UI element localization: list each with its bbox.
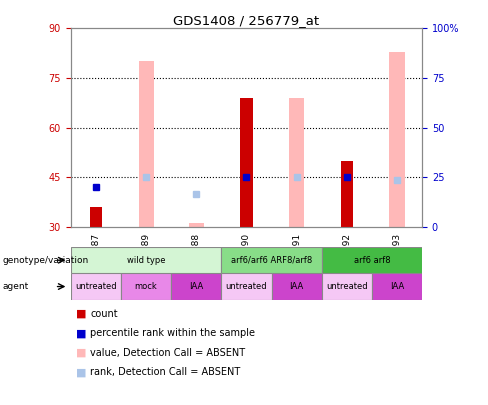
Bar <box>240 98 253 227</box>
Text: percentile rank within the sample: percentile rank within the sample <box>90 328 255 338</box>
Text: ■: ■ <box>76 328 86 338</box>
Bar <box>372 273 422 300</box>
Text: ■: ■ <box>76 309 86 319</box>
Text: value, Detection Call = ABSENT: value, Detection Call = ABSENT <box>90 348 245 358</box>
Bar <box>222 247 322 273</box>
Text: IAA: IAA <box>390 282 404 291</box>
Bar <box>289 98 304 227</box>
Text: untreated: untreated <box>225 282 267 291</box>
Text: untreated: untreated <box>326 282 367 291</box>
Bar <box>139 62 154 227</box>
Text: mock: mock <box>135 282 158 291</box>
Title: GDS1408 / 256779_at: GDS1408 / 256779_at <box>173 14 320 27</box>
Text: count: count <box>90 309 118 319</box>
Bar <box>341 161 353 227</box>
Text: arf6 arf8: arf6 arf8 <box>354 256 390 265</box>
Bar <box>389 51 405 227</box>
Bar <box>322 273 372 300</box>
Bar <box>322 247 422 273</box>
Bar <box>189 224 204 227</box>
Text: IAA: IAA <box>189 282 203 291</box>
Text: untreated: untreated <box>75 282 117 291</box>
Text: IAA: IAA <box>289 282 304 291</box>
Text: agent: agent <box>2 282 29 291</box>
Bar <box>171 273 222 300</box>
Bar <box>90 207 102 227</box>
Text: arf6/arf6 ARF8/arf8: arf6/arf6 ARF8/arf8 <box>231 256 312 265</box>
Bar <box>71 247 222 273</box>
Text: ■: ■ <box>76 367 86 377</box>
Text: ■: ■ <box>76 348 86 358</box>
Text: wild type: wild type <box>127 256 165 265</box>
Text: rank, Detection Call = ABSENT: rank, Detection Call = ABSENT <box>90 367 241 377</box>
Bar <box>222 273 271 300</box>
Bar <box>121 273 171 300</box>
Bar <box>71 273 121 300</box>
Text: genotype/variation: genotype/variation <box>2 256 89 265</box>
Bar <box>271 273 322 300</box>
